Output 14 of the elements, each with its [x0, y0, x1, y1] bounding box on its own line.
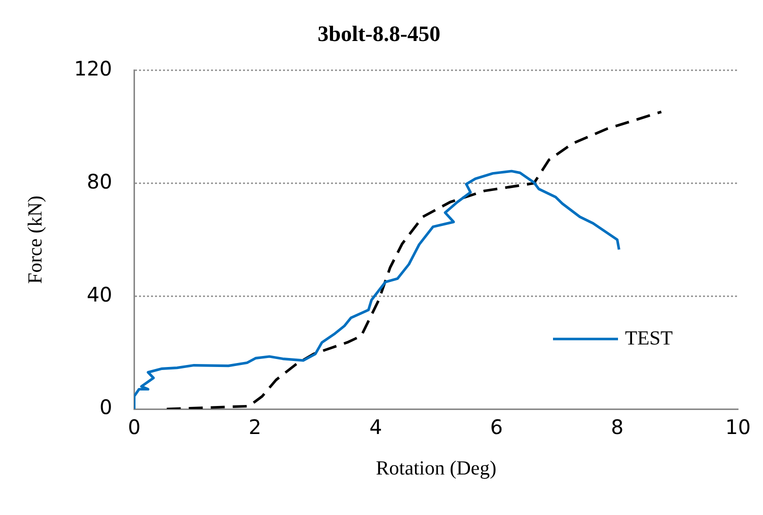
x-tick-label: 6	[490, 415, 503, 440]
legend-label: TEST	[625, 327, 673, 350]
x-tick-label: 0	[128, 415, 141, 440]
x-tick-label: 8	[610, 415, 624, 440]
x-tick-label: 4	[369, 415, 382, 440]
y-axis-title: Force (kN)	[24, 196, 46, 284]
x-tick-label: 2	[248, 415, 262, 440]
y-tick-label: 120	[74, 56, 112, 81]
y-tick-label: 80	[86, 169, 112, 194]
y-tick-label: 40	[86, 282, 112, 306]
x-tick-label: 10	[725, 415, 751, 440]
y-tick-label: 0	[99, 395, 112, 420]
x-axis-title: Rotation (Deg)	[376, 457, 496, 480]
chart-title: 3bolt-8.8-450	[318, 20, 440, 46]
